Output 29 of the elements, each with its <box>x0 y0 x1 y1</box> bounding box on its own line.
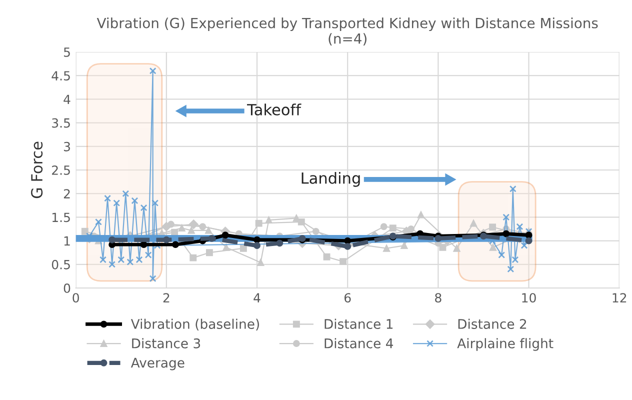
y-tick-label: 2.5 <box>52 165 70 175</box>
chart-title: Vibration (G) Experienced by Transported Kidney with Distance Missions (n=4) <box>96 18 598 46</box>
y-tick-label: 3 <box>64 142 70 152</box>
legend-label: Distance 2 <box>458 318 526 329</box>
x-tick-label: 0 <box>72 293 79 303</box>
y-tick-label: 3.5 <box>52 118 70 128</box>
y-axis-title: G Force <box>31 142 43 198</box>
y-tick-label: 5 <box>64 48 70 57</box>
y-tick-label: 2 <box>64 189 70 198</box>
legend-label: Distance 3 <box>132 338 200 348</box>
x-tick-label: 8 <box>435 293 442 303</box>
x-tick-label: 4 <box>254 293 260 302</box>
x-tick-label: 12 <box>612 293 626 302</box>
y-tick-label: 4 <box>64 94 70 104</box>
annotation: Landing <box>302 172 360 187</box>
annotation: Takeoff <box>247 104 302 116</box>
x-tick-label: 2 <box>163 293 170 302</box>
legend-label: Average <box>130 358 184 370</box>
legend-label: Distance 4 <box>324 338 394 348</box>
y-tick-label: 4.5 <box>52 71 70 81</box>
y-tick-label: 1.5 <box>52 212 70 222</box>
x-tick-label: 10 <box>522 293 536 303</box>
legend-label: Distance 1 <box>324 318 393 329</box>
y-tick-label: 0.5 <box>52 260 70 270</box>
legend-label: Vibration (baseline) <box>130 318 260 331</box>
legend-label: Airplaine flight <box>457 338 554 351</box>
y-tick-label: 0 <box>64 283 70 293</box>
x-tick-label: 6 <box>344 293 351 303</box>
y-tick-label: 1 <box>64 236 70 246</box>
